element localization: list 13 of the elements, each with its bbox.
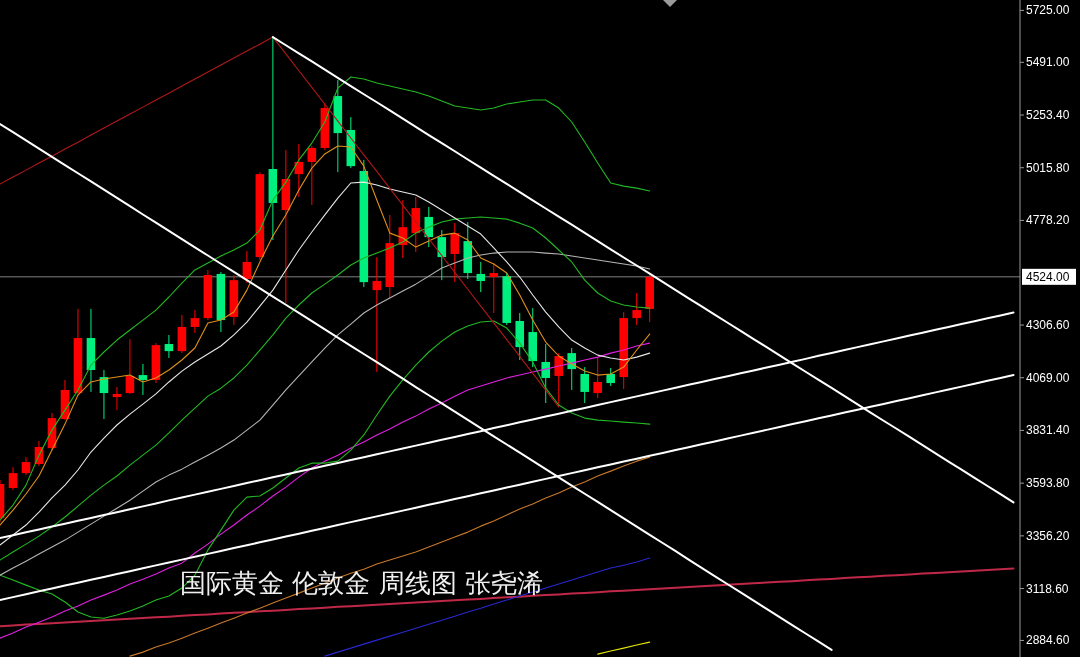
y-tick-label: 5491.00 [1026,55,1070,70]
y-tick-label: 4778.20 [1026,213,1070,228]
y-tick-label: 4069.00 [1026,370,1070,385]
y-tick-label: 5253.40 [1026,108,1070,123]
ref-line-label: 4524.00 [1026,269,1070,284]
y-tick-label: 3831.40 [1026,423,1070,438]
y-tick-label: 5725.00 [1026,3,1070,18]
y-tick-label: 3593.80 [1026,476,1070,491]
y-tick-label: 4306.60 [1026,318,1070,333]
y-tick-label: 5015.80 [1026,160,1070,175]
y-tick-label: 2884.60 [1026,633,1070,648]
y-tick-label: 3356.20 [1026,528,1070,543]
y-tick-label: 3118.60 [1026,581,1069,596]
